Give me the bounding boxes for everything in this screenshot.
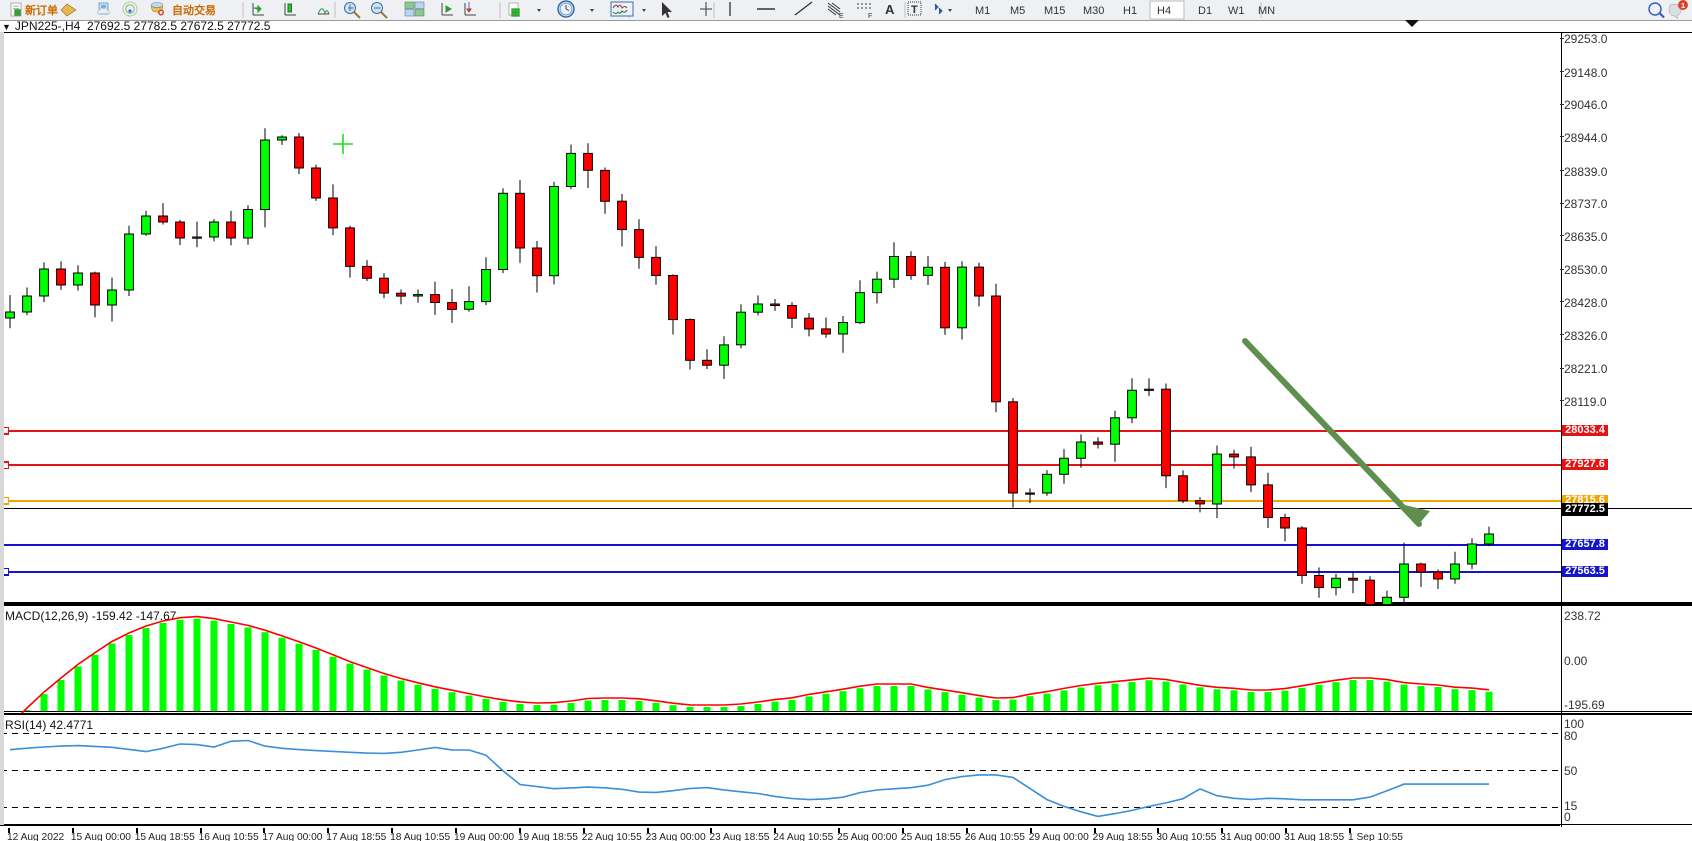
svg-text:M15: M15 <box>1044 5 1065 17</box>
svg-text:H1: H1 <box>1123 5 1137 17</box>
svg-text:M30: M30 <box>1083 5 1104 17</box>
svg-text:E: E <box>839 13 844 20</box>
svg-text:M1: M1 <box>975 5 990 17</box>
svg-text:H4: H4 <box>1157 5 1171 17</box>
svg-text:自动交易: 自动交易 <box>172 3 216 17</box>
svg-text:MN: MN <box>1258 5 1275 17</box>
svg-text:W1: W1 <box>1228 5 1245 17</box>
svg-text:T: T <box>911 4 918 16</box>
svg-text:D1: D1 <box>1198 5 1212 17</box>
svg-text:1: 1 <box>1681 1 1685 10</box>
svg-text:A: A <box>885 2 895 17</box>
svg-text:新订单: 新订单 <box>25 3 58 17</box>
svg-text:F: F <box>868 13 872 20</box>
svg-text:M5: M5 <box>1010 5 1025 17</box>
